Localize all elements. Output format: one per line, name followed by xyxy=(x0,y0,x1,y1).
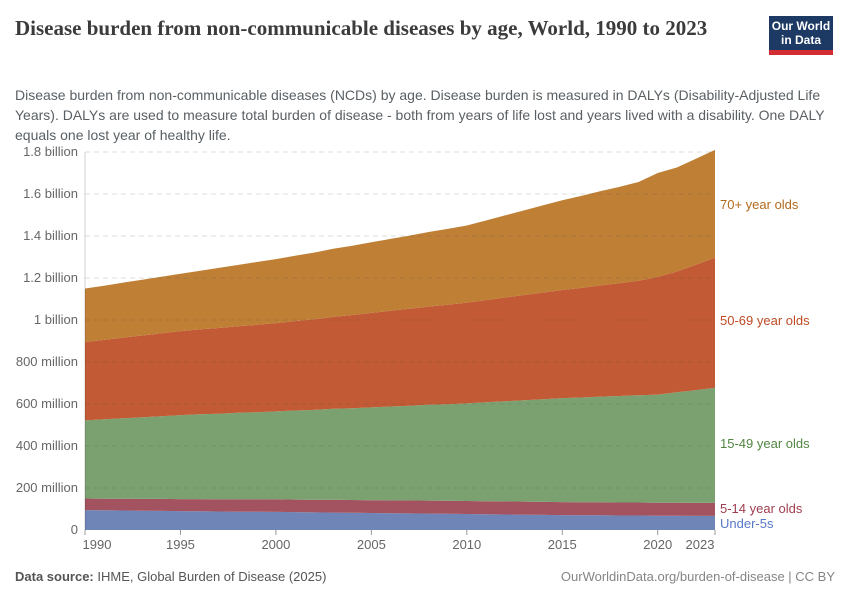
x-axis-label: 2020 xyxy=(643,537,673,552)
data-source-note: Data source: IHME, Global Burden of Dise… xyxy=(15,569,326,584)
x-axis-label: 2015 xyxy=(547,537,577,552)
area-70-year-olds[interactable] xyxy=(85,149,715,343)
x-axis-label: 2005 xyxy=(356,537,386,552)
chart-subtitle: Disease burden from non-communicable dis… xyxy=(15,87,825,143)
y-axis-label: 800 million xyxy=(15,354,78,369)
x-axis-label: 2010 xyxy=(452,537,482,552)
owid-logo[interactable]: Our World in Data xyxy=(769,16,833,55)
y-axis-label: 0 xyxy=(70,522,78,537)
area-5-14-year-olds[interactable] xyxy=(85,498,715,516)
y-axis-label: 600 million xyxy=(15,396,78,411)
y-axis-label: 400 million xyxy=(15,438,78,453)
data-source-text: IHME, Global Burden of Disease (2025) xyxy=(93,569,327,584)
x-axis-label: 2000 xyxy=(261,537,291,552)
legend-label-5-14[interactable]: 5-14 year olds xyxy=(720,501,803,516)
legend-label-15-49[interactable]: 15-49 year olds xyxy=(720,436,810,451)
y-axis-label: 1.8 billion xyxy=(23,144,78,159)
y-axis-label: 1.6 billion xyxy=(23,186,78,201)
area-15-49-year-olds[interactable] xyxy=(85,387,715,503)
x-axis-label: 1995 xyxy=(165,537,195,552)
legend-label-under5[interactable]: Under-5s xyxy=(720,516,774,531)
owid-logo-red-bar xyxy=(769,50,833,55)
area-under-5s[interactable] xyxy=(85,510,715,530)
legend-label-70plus[interactable]: 70+ year olds xyxy=(720,197,799,212)
page-title: Disease burden from non-communicable dis… xyxy=(15,16,708,40)
y-axis-label: 200 million xyxy=(15,480,78,495)
y-axis-label: 1.2 billion xyxy=(23,270,78,285)
credit-link[interactable]: OurWorldinData.org/burden-of-disease | C… xyxy=(560,569,835,584)
x-axis-label: 2023 xyxy=(685,537,715,552)
y-axis-label: 1.4 billion xyxy=(23,228,78,243)
owid-logo-box: Our World in Data xyxy=(769,16,833,50)
data-source-label: Data source: xyxy=(15,569,94,584)
x-axis-label: 1990 xyxy=(82,537,112,552)
owid-logo-line1: Our World xyxy=(771,18,831,33)
legend-label-50-69[interactable]: 50-69 year olds xyxy=(720,313,810,328)
owid-logo-line2: in Data xyxy=(780,33,821,47)
y-axis-label: 1 billion xyxy=(33,312,78,327)
area-50-69-year-olds[interactable] xyxy=(85,257,715,421)
